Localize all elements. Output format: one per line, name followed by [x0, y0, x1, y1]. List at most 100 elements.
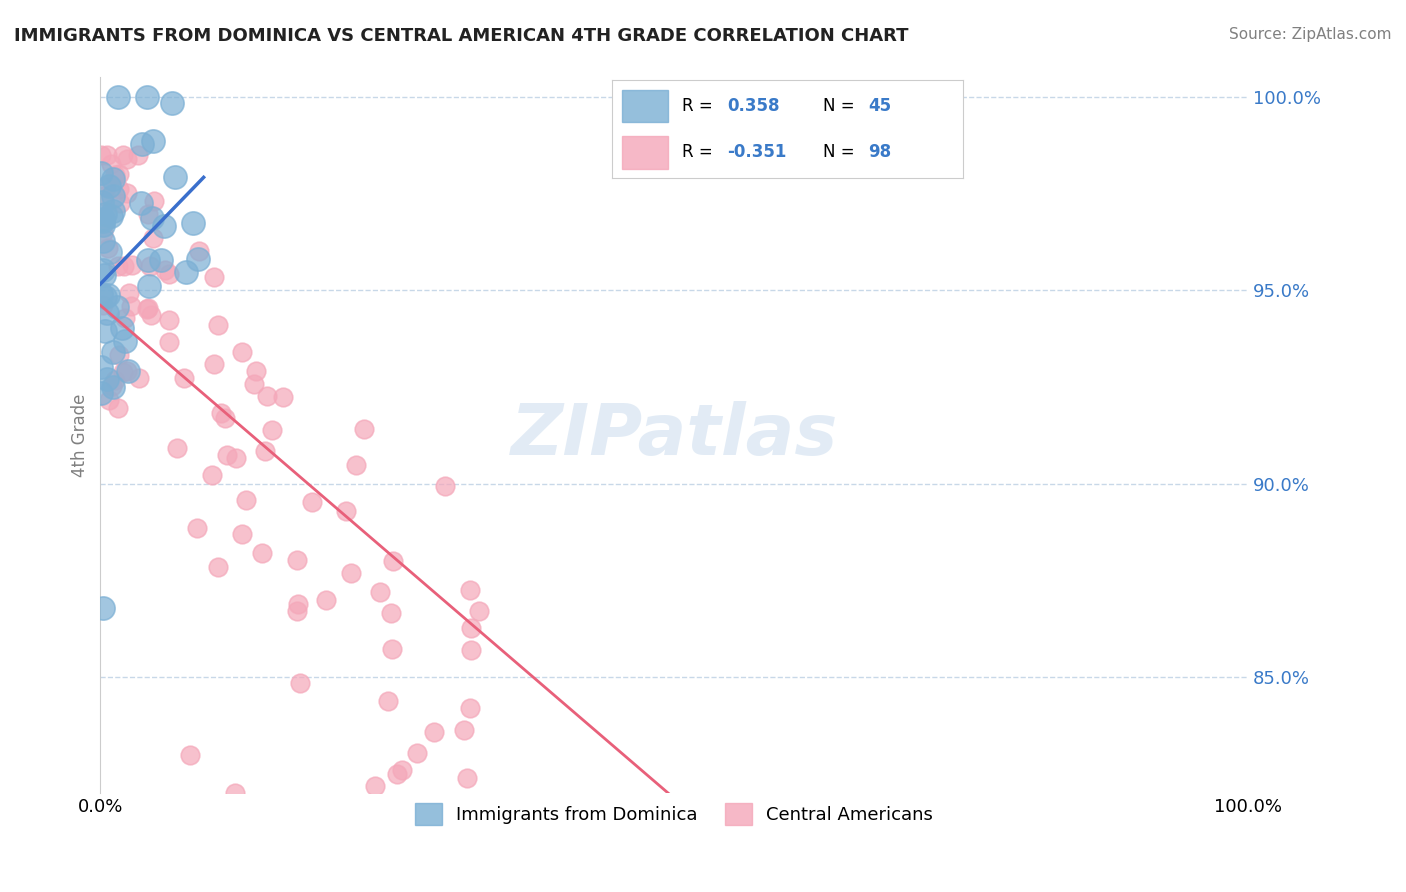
Point: [138, 301, 160, 315]
Point: [406, 747, 429, 761]
Point: [173, 370, 195, 384]
Point: [253, 444, 276, 458]
Text: 45: 45: [869, 97, 891, 115]
Point: [471, 800, 494, 814]
Point: [315, 593, 337, 607]
Point: [142, 231, 165, 245]
Point: [225, 450, 247, 465]
Point: [136, 207, 159, 221]
Point: [128, 371, 150, 385]
Text: IMMIGRANTS FROM DOMINICA VS CENTRAL AMERICAN 4TH GRADE CORRELATION CHART: IMMIGRANTS FROM DOMINICA VS CENTRAL AMER…: [14, 27, 908, 45]
Point: [110, 321, 132, 335]
Point: [201, 468, 224, 483]
Point: [453, 723, 475, 737]
Point: [98, 392, 121, 407]
Point: [301, 495, 323, 509]
Point: [114, 334, 136, 348]
Point: [395, 805, 418, 820]
Point: [271, 390, 294, 404]
Point: [460, 643, 482, 657]
Point: [207, 559, 229, 574]
Point: [115, 364, 138, 378]
Point: [91, 298, 114, 312]
Point: [380, 606, 402, 620]
Point: [108, 182, 131, 196]
Point: [224, 786, 246, 800]
Text: R =: R =: [682, 97, 718, 115]
Point: [90, 166, 112, 180]
Point: [142, 194, 165, 208]
Point: [115, 186, 138, 201]
Point: [217, 448, 239, 462]
Legend: Immigrants from Dominica, Central Americans: Immigrants from Dominica, Central Americ…: [406, 795, 942, 834]
Point: [157, 312, 180, 326]
Text: 0.358: 0.358: [728, 97, 780, 115]
Text: -0.351: -0.351: [728, 143, 787, 161]
Point: [103, 373, 125, 387]
Point: [150, 253, 173, 268]
Point: [93, 188, 115, 202]
Point: [91, 234, 114, 248]
Point: [118, 286, 141, 301]
Point: [152, 219, 174, 234]
Point: [188, 244, 211, 258]
Point: [101, 378, 124, 392]
Point: [94, 180, 117, 194]
Point: [108, 348, 131, 362]
Point: [103, 188, 125, 202]
Point: [181, 216, 204, 230]
Point: [91, 226, 114, 240]
Point: [101, 204, 124, 219]
Point: [423, 725, 446, 739]
Point: [105, 300, 128, 314]
Point: [138, 259, 160, 273]
Y-axis label: 4th Grade: 4th Grade: [72, 393, 89, 477]
Point: [94, 206, 117, 220]
Point: [243, 377, 266, 392]
Text: N =: N =: [823, 97, 859, 115]
Point: [290, 676, 312, 690]
Point: [129, 195, 152, 210]
Point: [174, 265, 197, 279]
Point: [93, 268, 115, 282]
Point: [94, 290, 117, 304]
Point: [136, 252, 159, 267]
Point: [114, 310, 136, 325]
Point: [287, 604, 309, 618]
Point: [160, 95, 183, 110]
Point: [135, 301, 157, 316]
Point: [110, 196, 132, 211]
Point: [1105, 805, 1128, 820]
Point: [245, 364, 267, 378]
Point: [96, 148, 118, 162]
Point: [364, 779, 387, 793]
Text: R =: R =: [682, 143, 718, 161]
Point: [107, 401, 129, 416]
Point: [209, 406, 232, 420]
Point: [103, 380, 125, 394]
Point: [252, 546, 274, 560]
Point: [256, 389, 278, 403]
Point: [135, 90, 157, 104]
Text: N =: N =: [823, 143, 859, 161]
Point: [108, 167, 131, 181]
Point: [202, 357, 225, 371]
Point: [385, 767, 408, 781]
Point: [111, 148, 134, 162]
Point: [107, 90, 129, 104]
Point: [94, 325, 117, 339]
Point: [287, 598, 309, 612]
Point: [214, 411, 236, 425]
Point: [381, 641, 404, 656]
Point: [131, 136, 153, 151]
Point: [112, 365, 135, 379]
Point: [103, 168, 125, 182]
Point: [91, 600, 114, 615]
Point: [1101, 805, 1123, 820]
Point: [340, 566, 363, 581]
Point: [96, 371, 118, 385]
Point: [231, 527, 253, 541]
Point: [90, 148, 112, 162]
Point: [335, 504, 357, 518]
Point: [101, 345, 124, 359]
